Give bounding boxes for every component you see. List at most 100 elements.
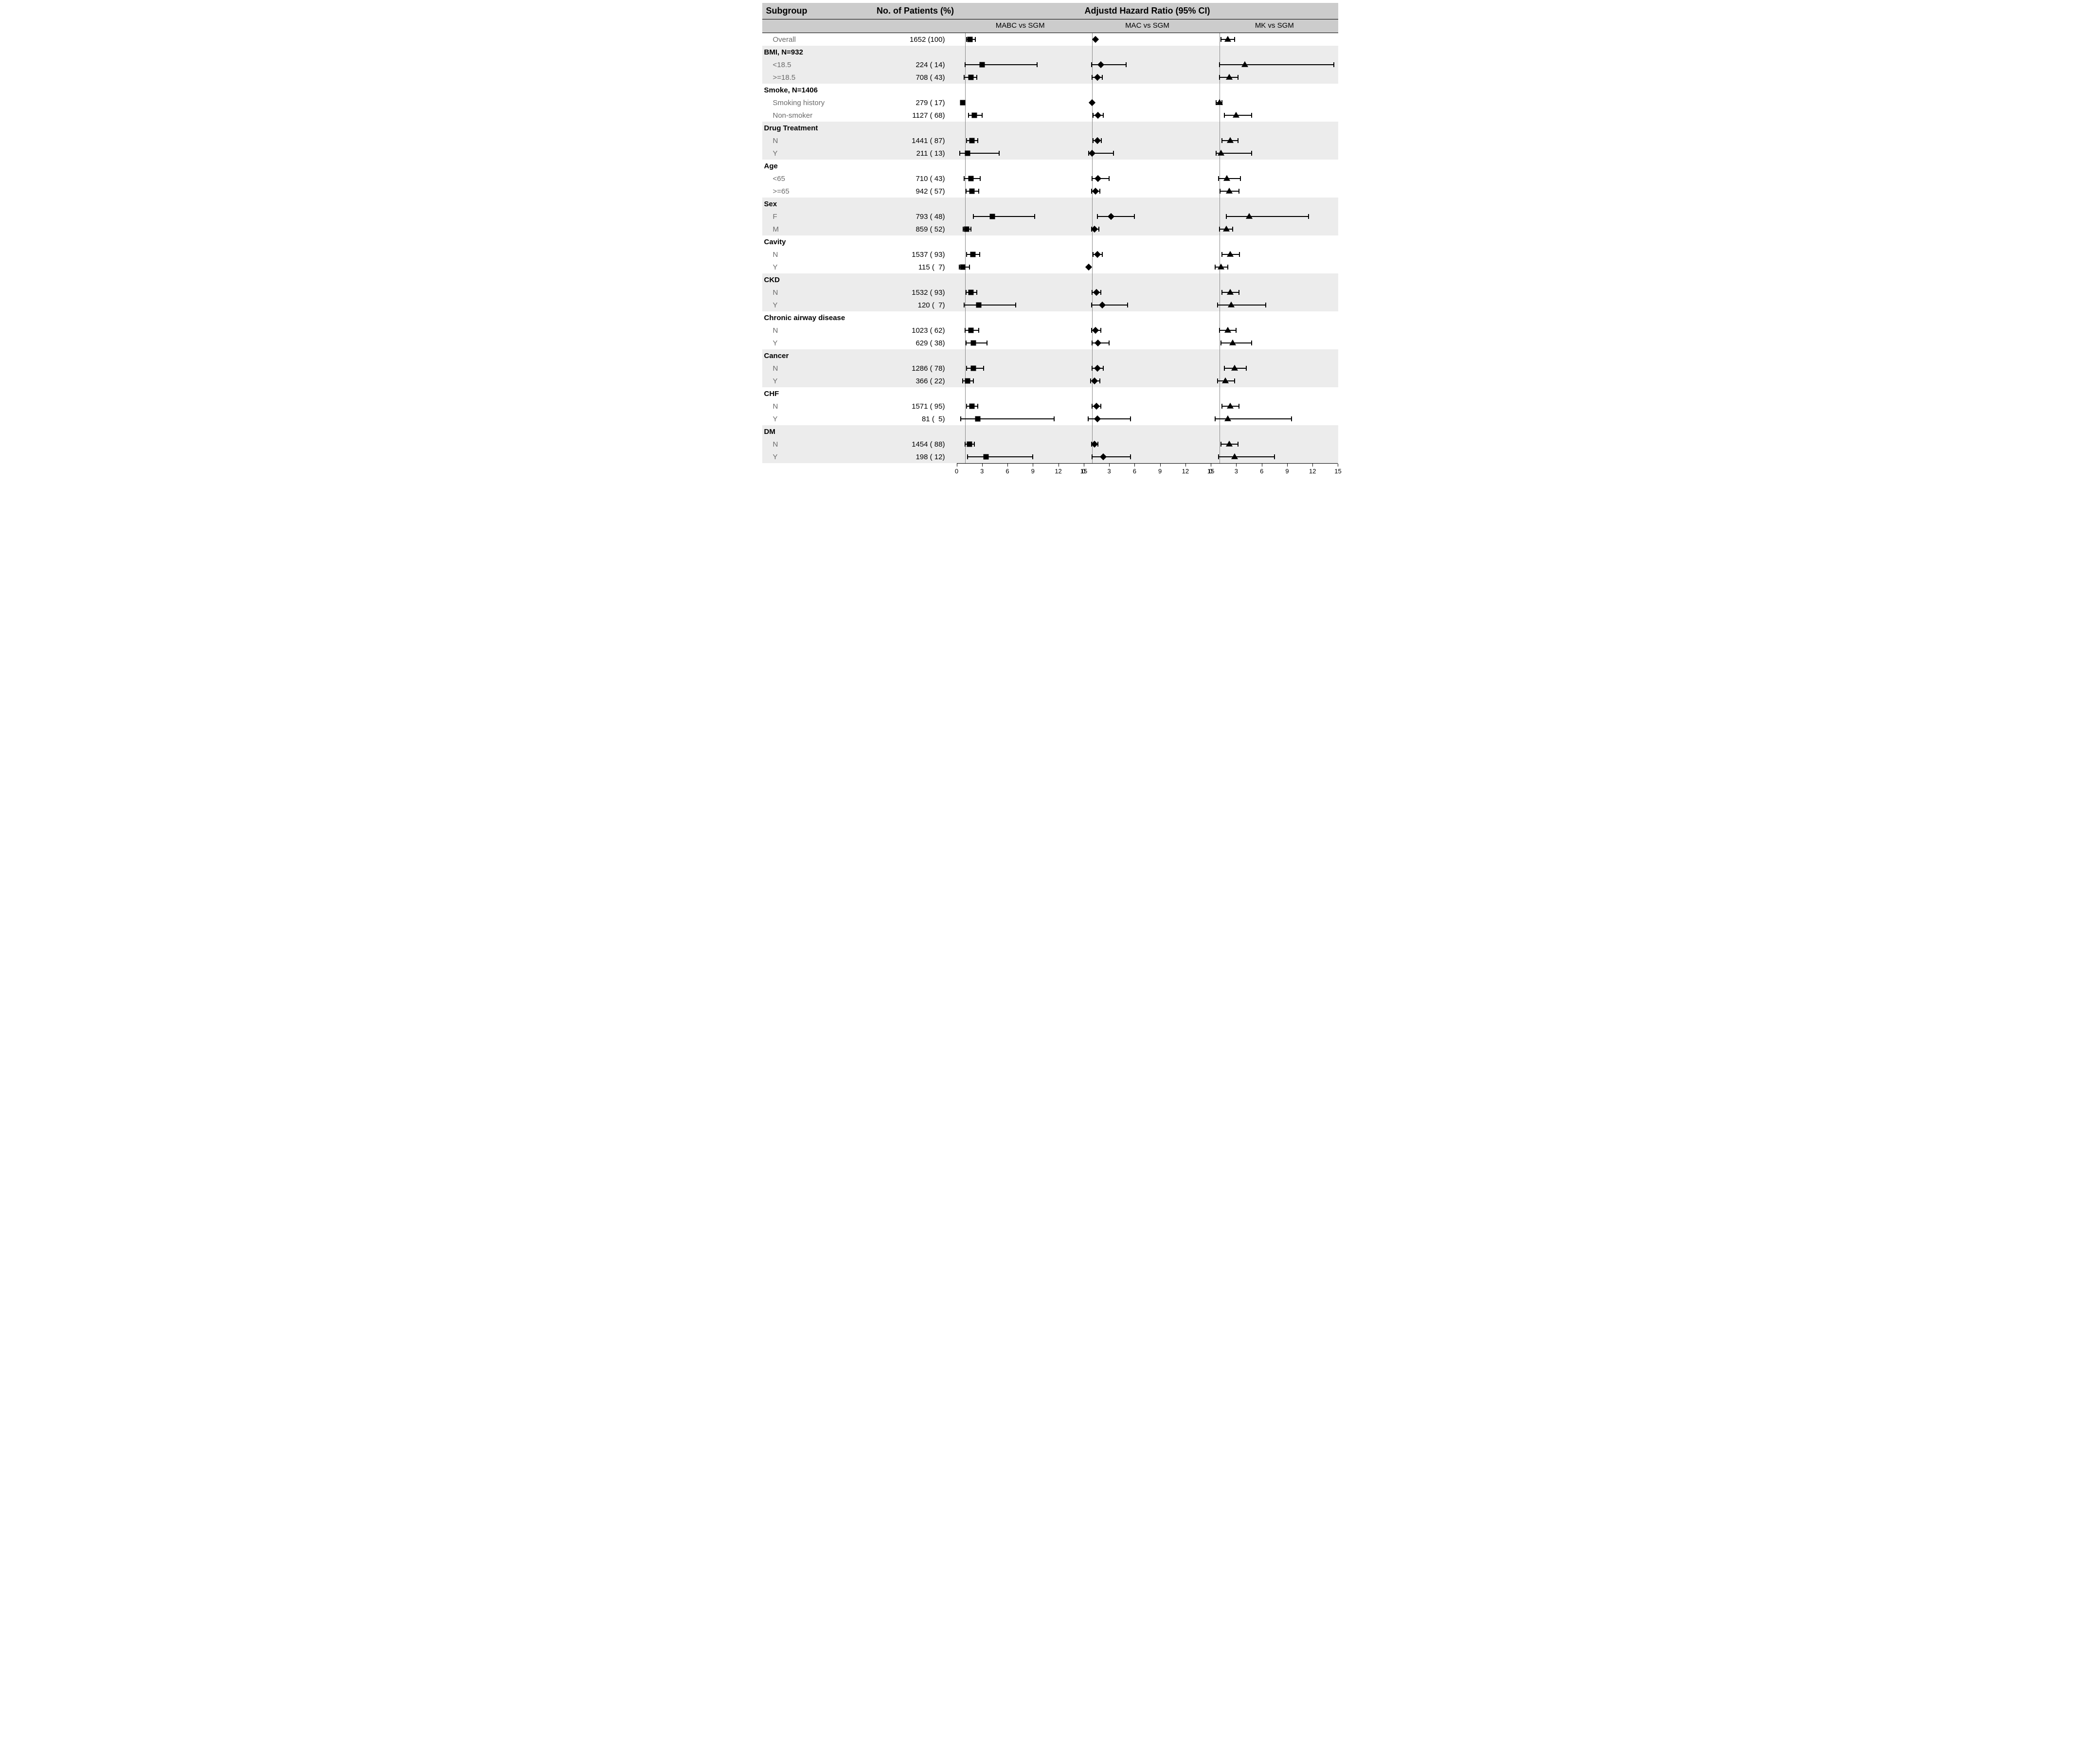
row-panels xyxy=(957,425,1338,438)
row-panels xyxy=(957,248,1338,261)
marker-triangle-icon xyxy=(1223,175,1230,181)
ref-line xyxy=(1092,122,1093,134)
row-panels xyxy=(957,198,1338,210)
row-panels xyxy=(957,337,1338,349)
panel-1 xyxy=(1084,362,1211,375)
axis-tick xyxy=(1160,464,1161,467)
row-label: >=65 xyxy=(762,187,874,196)
marker-square-icon xyxy=(969,290,974,295)
ci-line xyxy=(1097,216,1135,217)
row-panels xyxy=(957,324,1338,337)
row-label: Sex xyxy=(762,200,874,208)
marker-square-icon xyxy=(971,366,976,371)
marker-triangle-icon xyxy=(1224,327,1231,333)
ci-cap-lo xyxy=(960,416,961,421)
row-label: N xyxy=(762,402,874,411)
row-label: Y xyxy=(762,339,874,347)
panel-0 xyxy=(957,324,1084,337)
row-n: 793 ( 48) xyxy=(874,213,957,221)
row-n: 1286 ( 78) xyxy=(874,364,957,373)
marker-triangle-icon xyxy=(1227,289,1234,295)
ci-cap-hi xyxy=(977,404,978,409)
ci-cap-hi xyxy=(980,176,981,181)
panel-1 xyxy=(1084,337,1211,349)
level-row: >=18.5708 ( 43) xyxy=(762,71,1338,84)
header-row: Subgroup No. of Patients (%) Adjustd Haz… xyxy=(762,3,1338,19)
ref-line xyxy=(965,84,966,96)
group-row: BMI, N=932 xyxy=(762,46,1338,58)
axis-tick-label: 12 xyxy=(1182,468,1189,475)
marker-diamond-icon xyxy=(1092,188,1099,195)
ci-cap-lo xyxy=(1219,328,1220,333)
panel-0 xyxy=(957,185,1084,198)
level-row: Y366 ( 22) xyxy=(762,375,1338,387)
axis-tick xyxy=(982,464,983,467)
marker-triangle-icon xyxy=(1227,137,1234,143)
axis-tick-label: 0 xyxy=(955,468,958,475)
marker-square-icon xyxy=(960,265,965,270)
marker-diamond-icon xyxy=(1094,74,1101,81)
marker-diamond-icon xyxy=(1094,137,1101,144)
row-n: 708 ( 43) xyxy=(874,73,957,82)
panel-2 xyxy=(1211,84,1338,96)
ref-line xyxy=(965,450,966,463)
level-row: N1023 ( 62) xyxy=(762,324,1338,337)
ci-cap-lo xyxy=(1224,366,1225,371)
ci-cap-hi xyxy=(1251,151,1252,156)
ci-cap-lo xyxy=(1215,416,1216,421)
ref-line xyxy=(1092,46,1093,58)
panel-1 xyxy=(1084,400,1211,413)
marker-square-icon xyxy=(960,100,965,106)
panel-0 xyxy=(957,362,1084,375)
axis-tick-label: 15 xyxy=(1334,468,1341,475)
panel-2 xyxy=(1211,58,1338,71)
ci-cap-lo xyxy=(1219,62,1220,67)
marker-triangle-icon xyxy=(1226,74,1233,80)
ci-cap-lo xyxy=(965,62,966,67)
row-label: CKD xyxy=(762,276,874,284)
row-panels xyxy=(957,109,1338,122)
row-label: Smoking history xyxy=(762,99,874,107)
panel-1 xyxy=(1084,46,1211,58)
ci-cap-hi xyxy=(979,252,980,257)
ci-cap-lo xyxy=(1088,416,1089,421)
marker-square-icon xyxy=(972,113,977,118)
ci-cap-hi xyxy=(1113,151,1114,156)
row-n: 629 ( 38) xyxy=(874,339,957,347)
ci-cap-lo xyxy=(965,442,966,447)
level-row: Y81 ( 5) xyxy=(762,413,1338,425)
row-label: Y xyxy=(762,453,874,461)
marker-triangle-icon xyxy=(1218,264,1224,270)
marker-triangle-icon xyxy=(1231,453,1238,459)
level-row: F793 ( 48) xyxy=(762,210,1338,223)
row-n: 1127 ( 68) xyxy=(874,111,957,120)
header-n: No. of Patients (%) xyxy=(874,3,957,19)
level-row: M859 ( 52) xyxy=(762,223,1338,235)
panel-1 xyxy=(1084,450,1211,463)
marker-square-icon xyxy=(965,151,970,156)
marker-square-icon xyxy=(969,404,974,409)
group-row: Age xyxy=(762,160,1338,172)
axis-tick xyxy=(1185,464,1186,467)
ci-cap-hi xyxy=(1126,62,1127,67)
ci-cap-hi xyxy=(1100,404,1101,409)
panel-2 xyxy=(1211,425,1338,438)
row-label: F xyxy=(762,213,874,221)
marker-square-icon xyxy=(969,189,974,194)
panel-2 xyxy=(1211,223,1338,235)
panel-1 xyxy=(1084,438,1211,450)
marker-square-icon xyxy=(989,214,995,219)
axis-tick-label: 6 xyxy=(1133,468,1136,475)
ref-line xyxy=(965,134,966,147)
marker-square-icon xyxy=(975,416,981,422)
level-row: N1571 ( 95) xyxy=(762,400,1338,413)
row-label: DM xyxy=(762,428,874,436)
level-row: <18.5224 ( 14) xyxy=(762,58,1338,71)
ref-line xyxy=(965,235,966,248)
level-row: N1454 ( 88) xyxy=(762,438,1338,450)
ref-line xyxy=(1092,349,1093,362)
header-subgroup: Subgroup xyxy=(762,3,874,19)
marker-square-icon xyxy=(965,378,970,384)
axis-row: 036912150369121503691215 xyxy=(762,463,1338,480)
panel-0 xyxy=(957,337,1084,349)
